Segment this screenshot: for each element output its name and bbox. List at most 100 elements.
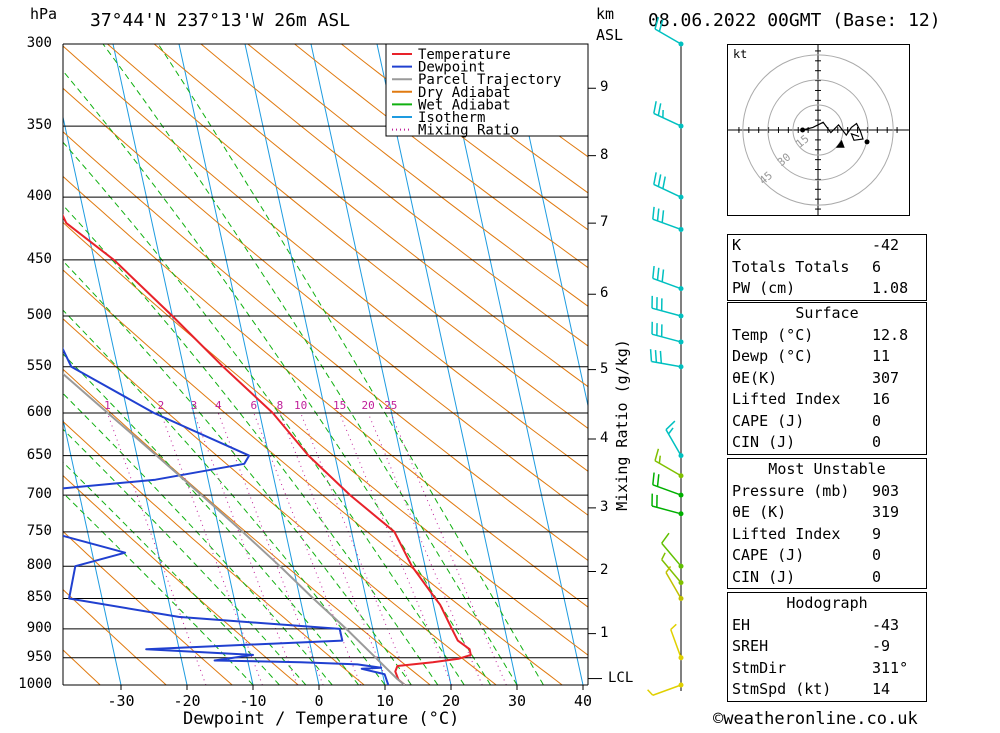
pressure-tick-label: 350: [26, 117, 52, 134]
surface-row-value: 11: [872, 347, 891, 365]
index-row-name: PW (cm): [732, 279, 796, 297]
pressure-grid: [62, 43, 602, 690]
wind-level-dot: [678, 339, 684, 345]
mixing-ratio-tick-label: 8: [277, 399, 284, 412]
mixing-ratio-tick-label: 1: [104, 399, 111, 412]
wind-level-dot: [678, 453, 684, 459]
index-row-value: 6: [872, 257, 882, 276]
wind-barb-staff: [652, 684, 682, 696]
most-unstable-table: Most Unstable Pressure (mb) 903 θE (K) 319 L…: [727, 458, 927, 589]
hodograph-row-value: 14: [872, 680, 891, 698]
x-tick-label: -20: [173, 692, 201, 710]
sounding-lines: [63, 213, 472, 685]
surface-title: Surface: [795, 304, 859, 322]
pressure-tick-label: 300: [26, 35, 52, 51]
legend-label: Isotherm: [418, 110, 485, 126]
hodograph-row: SREH -9: [728, 636, 926, 658]
index-row: Totals Totals 6: [728, 257, 926, 279]
pressure-tick-label: 400: [26, 188, 52, 205]
most-unstable-row: CIN (J) 0: [728, 567, 926, 589]
hodograph-unit-label: kt: [733, 47, 747, 61]
wind-barb-flag: [653, 172, 657, 185]
pressure-tick-label: 550: [26, 357, 52, 374]
mixing-ratio-tick-label: 10: [294, 399, 307, 412]
wind-level-dot: [678, 655, 684, 661]
x-tick-label: 40: [573, 692, 593, 710]
mixing-ratio-tick-label: 15: [333, 399, 346, 412]
hodograph-row-name: EH: [732, 615, 751, 634]
wind-level-dot: [678, 41, 684, 47]
hodograph-ring: [742, 54, 894, 206]
legend-label: Temperature: [418, 47, 511, 63]
wind-barb-flag: [654, 448, 660, 461]
index-row-value: 1.08: [872, 279, 909, 297]
wind-barb-flag: [652, 206, 655, 220]
lcl-label: LCL: [608, 669, 634, 686]
dry-adiabat-line: [153, 44, 588, 388]
mixing-ratio-tick-label: 20: [362, 399, 375, 412]
wind-barb-flag: [667, 427, 674, 435]
dry-adiabat-line: [63, 368, 431, 685]
asl-unit-label: ASL: [596, 26, 624, 44]
most-unstable-row-name: CAPE (J): [732, 546, 805, 564]
height-tick-label: 2: [600, 562, 609, 579]
wind-level-dot: [678, 595, 684, 601]
wind-level-dot: [678, 194, 684, 200]
wind-level-dot: [678, 492, 684, 498]
dry-adiabat-line: [63, 175, 588, 608]
height-tick-label: 1: [600, 624, 609, 641]
pressure-tick-label: 600: [26, 404, 52, 421]
x-tick-label: 30: [507, 692, 527, 710]
surface-row-name: Lifted Index: [732, 390, 841, 408]
most-unstable-row-name: Pressure (mb): [732, 481, 850, 500]
hodograph-row-name: SREH: [732, 637, 769, 655]
wind-barb-flag: [665, 420, 676, 431]
hodograph-ring-label: 15: [793, 132, 811, 150]
hodograph-row-value: 311°: [872, 658, 909, 677]
surface-row-value: 307: [872, 368, 900, 387]
most-unstable-row-name: θE (K): [732, 503, 787, 521]
index-row-name: K: [732, 236, 742, 254]
wind-level-dot: [678, 313, 684, 319]
wind-barb-staff: [665, 572, 682, 599]
wind-barb-flag: [665, 565, 672, 573]
dry-adiabat-line: [63, 318, 497, 685]
pressure-tick-label: 700: [26, 486, 52, 503]
hodograph-row-value: -9: [872, 637, 891, 655]
hodograph-table: Hodograph EH -43 SREH -9 StmDir 311° StmSpd (k…: [727, 592, 927, 702]
wind-barb-flag: [652, 266, 655, 279]
pressure-unit-label: hPa: [30, 5, 58, 23]
x-tick-label: -10: [239, 692, 267, 710]
most-unstable-row-name: Lifted Index: [732, 524, 841, 543]
index-row-name: Totals Totals: [732, 257, 850, 276]
wind-barb-flag: [649, 349, 653, 362]
surface-row-name: Temp (°C): [732, 325, 814, 344]
wind-level-dot: [678, 286, 684, 292]
wind-barb-flag: [661, 552, 666, 560]
index-row: K -42: [728, 235, 926, 257]
surface-row: Lifted Index 16: [728, 389, 926, 411]
isotherm-line: [508, 44, 588, 409]
mixing-ratio-line: [390, 412, 507, 685]
height-tick-label: 7: [600, 214, 609, 231]
index-row-value: -42: [872, 236, 900, 254]
legend-label: Dry Adiabat: [418, 85, 511, 101]
pressure-tick-label: 800: [26, 557, 52, 574]
x-tick-label: 0: [314, 692, 324, 710]
x-tick-label: 20: [441, 692, 461, 710]
isotherm-line: [244, 44, 386, 685]
surface-row-value: 16: [872, 390, 891, 408]
dry-adiabat-line: [341, 44, 588, 231]
isotherm-line: [178, 44, 320, 685]
most-unstable-row: Pressure (mb) 903: [728, 481, 926, 503]
hodograph-row: StmDir 311°: [728, 658, 926, 680]
parcel-trajectory-line: [63, 372, 406, 685]
dry-adiabat-line: [63, 131, 588, 562]
pressure-tick-label: 750: [26, 522, 52, 539]
copyright: ©weatheronline.co.uk: [713, 709, 918, 729]
most-unstable-row-value: 0: [872, 546, 882, 564]
mixing-ratio-line: [339, 412, 453, 685]
x-tick-label: 10: [375, 692, 395, 710]
km-unit-label: km: [596, 5, 615, 23]
